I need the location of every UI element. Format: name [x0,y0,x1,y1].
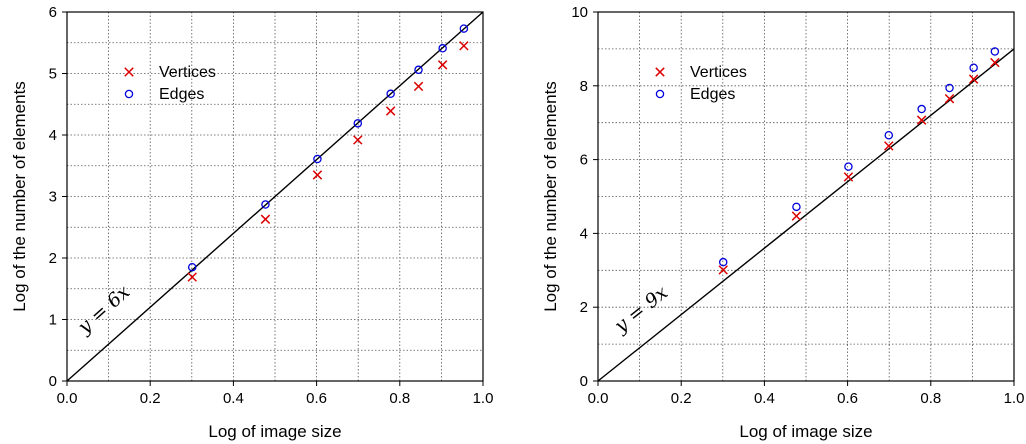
data-point-edges [414,65,423,75]
series-vertices [187,41,469,282]
data-point-vertices [312,170,323,180]
y-tick-label: 1 [49,312,57,329]
y-tick-label: 0 [49,373,57,390]
x-tick-label: 1.0 [1004,390,1025,407]
x-tick-label: 0.8 [389,390,410,407]
legend-marker-vertices [655,67,665,77]
legend: Vertices Edges [655,64,747,103]
x-tick-label: 1.0 [473,390,494,407]
data-point-vertices [413,81,424,92]
data-point-edges [945,83,954,93]
data-point-vertices [437,60,448,70]
data-point-vertices [968,74,979,84]
x-axis-title: Log of image size [739,422,872,441]
data-point-edges [969,63,978,72]
y-axis-title: Log of the number of elements [10,81,29,312]
data-point-vertices [843,172,854,182]
data-point-vertices [791,211,802,221]
data-point-vertices [884,141,894,151]
series-vertices [718,57,1000,275]
y-axis-title: Log of the number of elements [541,81,560,312]
data-point-vertices [385,106,396,116]
data-point-edges [438,44,447,53]
legend-marker-edges [124,89,134,99]
data-point-edges [261,200,270,209]
data-point-edges [884,130,894,140]
data-point-edges [792,202,801,212]
y-tick-label: 6 [49,4,57,21]
data-point-vertices [353,135,363,145]
x-tick-label: 0.6 [837,390,858,407]
y-tick-label: 10 [571,4,588,21]
data-point-edges [386,89,395,99]
y-tick-label: 2 [49,250,57,267]
y-tick-label: 4 [49,127,57,144]
x-tick-label: 0.8 [920,390,941,407]
y-tick-label: 8 [580,78,588,95]
x-tick-label: 0.2 [140,390,161,407]
series-edges [718,47,1000,267]
legend: Vertices Edges [124,64,216,103]
grid-lines [67,12,483,381]
x-tick-label: 0.0 [588,390,609,407]
legend-marker-vertices [124,67,134,77]
data-point-vertices [459,41,469,51]
y-tick-label: 3 [49,189,57,206]
x-tick-label: 0.4 [754,390,775,407]
data-point-edges [718,257,728,267]
data-point-vertices [916,115,927,125]
legend-marker-edges [655,89,665,99]
x-axis-title: Log of image size [208,422,341,441]
chart-panel-1: 0.0 0.2 0.4 0.6 0.8 1.0 0 1 2 3 4 5 6 Log of image si… [10,4,493,441]
series-edges [187,24,469,272]
x-tick-label: 0.0 [57,390,78,407]
reference-line [597,48,1015,382]
legend-label-vertices: Vertices [159,64,216,81]
y-tick-label: 6 [580,152,588,169]
data-point-edges [459,24,469,33]
legend-label-edges: Edges [690,86,735,103]
x-tick-label: 0.4 [223,390,244,407]
chart-panel-2: 0.0 0.2 0.4 0.6 0.8 1.0 0 2 4 6 8 10 Log of image si… [541,4,1024,441]
data-point-vertices [260,214,271,224]
y-tick-label: 4 [580,225,588,242]
plot-frame [597,11,1015,382]
data-point-edges [353,119,363,128]
data-point-vertices [990,57,1000,68]
data-point-edges [917,104,926,114]
legend-label-vertices: Vertices [690,64,747,81]
data-point-vertices [718,265,728,275]
reference-line [66,11,484,382]
data-point-vertices [187,272,197,282]
data-point-vertices [944,93,955,104]
y-tick-label: 0 [580,373,588,390]
data-point-edges [187,262,197,272]
data-point-edges [313,154,322,164]
x-tick-label: 0.2 [671,390,692,407]
data-point-edges [844,162,853,171]
legend-label-edges: Edges [159,86,204,103]
y-tick-label: 2 [580,299,588,316]
grid-lines [598,12,1014,381]
data-point-edges [990,47,1000,56]
x-tick-label: 0.6 [306,390,327,407]
y-tick-label: 5 [49,66,57,83]
